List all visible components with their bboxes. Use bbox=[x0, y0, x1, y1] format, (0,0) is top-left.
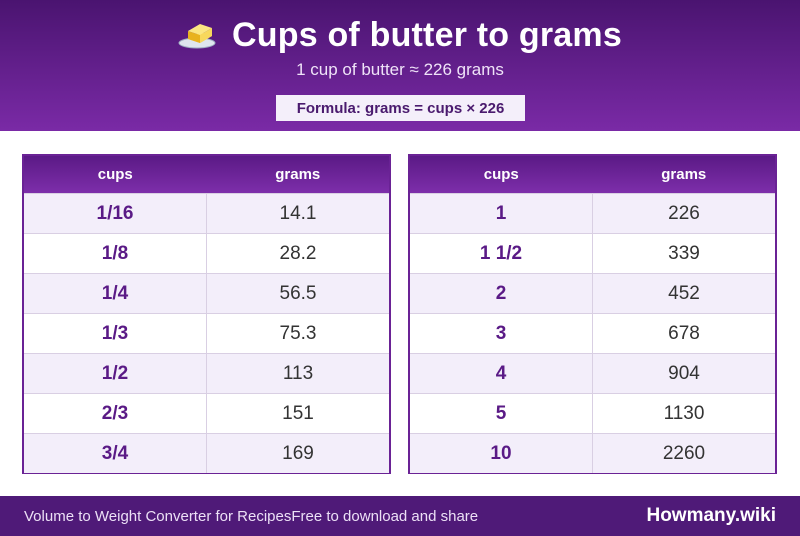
table-row: 1/3 75.3 bbox=[24, 313, 389, 353]
cups-cell: 2/3 bbox=[24, 394, 207, 433]
table-body: 1/16 14.1 1/8 28.2 1/4 56.5 1/3 75.3 1/2… bbox=[24, 193, 389, 473]
grams-cell: 56.5 bbox=[279, 282, 317, 304]
header: Cups of butter to grams 1 cup of butter … bbox=[0, 0, 800, 131]
table-row: 1/2 113 bbox=[24, 353, 389, 393]
grams-cell: 75.3 bbox=[279, 322, 317, 344]
cups-cell: 1 bbox=[410, 194, 593, 233]
cups-cell: 1/2 bbox=[24, 354, 207, 393]
table-row: 1/4 56.5 bbox=[24, 273, 389, 313]
cups-cell: 10 bbox=[410, 434, 593, 473]
cups-cell: 1/3 bbox=[24, 314, 207, 353]
table-header: cups grams bbox=[24, 156, 389, 193]
formula-badge: Formula: grams = cups × 226 bbox=[276, 95, 525, 121]
table-row: 2/3 151 bbox=[24, 393, 389, 433]
cups-cell: 2 bbox=[410, 274, 593, 313]
table-row: 4 904 bbox=[410, 353, 775, 393]
table-row: 2 452 bbox=[410, 273, 775, 313]
cups-cell: 5 bbox=[410, 394, 593, 433]
table-body: 1 226 1 1/2 339 2 452 3 678 4 904 5 1130… bbox=[410, 193, 775, 473]
grams-cell: 226 bbox=[668, 202, 700, 224]
footer-tagline: Volume to Weight Converter for Recipes bbox=[24, 507, 292, 525]
column-header-cups: cups bbox=[483, 166, 519, 183]
table-row: 1 1/2 339 bbox=[410, 233, 775, 273]
footer: Volume to Weight Converter for Recipes Fr… bbox=[0, 496, 800, 536]
conversion-table-right: cups grams 1 226 1 1/2 339 2 452 3 678 4… bbox=[408, 154, 777, 474]
grams-cell: 678 bbox=[668, 322, 700, 344]
table-row: 10 2260 bbox=[410, 433, 775, 473]
grams-cell: 452 bbox=[668, 282, 700, 304]
grams-cell: 339 bbox=[668, 242, 700, 264]
grams-cell: 113 bbox=[282, 362, 314, 384]
cups-cell: 1 1/2 bbox=[410, 234, 593, 273]
table-row: 1/8 28.2 bbox=[24, 233, 389, 273]
footer-text: Volume to Weight Converter for Recipes Fr… bbox=[24, 496, 478, 536]
table-header: cups grams bbox=[410, 156, 775, 193]
title-row: Cups of butter to grams bbox=[0, 14, 800, 56]
grams-cell: 14.1 bbox=[279, 202, 317, 224]
cups-cell: 3 bbox=[410, 314, 593, 353]
cups-cell: 3/4 bbox=[24, 434, 207, 473]
footer-share-note: Free to download and share bbox=[291, 507, 479, 525]
cups-cell: 1/8 bbox=[24, 234, 207, 273]
grams-cell: 151 bbox=[282, 402, 314, 424]
table-row: 3 678 bbox=[410, 313, 775, 353]
grams-cell: 904 bbox=[668, 362, 700, 384]
conversion-table-left: cups grams 1/16 14.1 1/8 28.2 1/4 56.5 1… bbox=[22, 154, 391, 474]
cups-cell: 1/4 bbox=[24, 274, 207, 313]
grams-cell: 1130 bbox=[663, 402, 705, 424]
grams-cell: 2260 bbox=[662, 442, 706, 464]
table-row: 1 226 bbox=[410, 193, 775, 233]
column-header-grams: grams bbox=[661, 166, 707, 183]
grams-cell: 28.2 bbox=[279, 242, 317, 264]
column-header-grams: grams bbox=[275, 166, 321, 183]
cups-cell: 1/16 bbox=[24, 194, 207, 233]
cups-cell: 4 bbox=[410, 354, 593, 393]
table-row: 1/16 14.1 bbox=[24, 193, 389, 233]
grams-cell: 169 bbox=[282, 442, 314, 464]
table-row: 5 1130 bbox=[410, 393, 775, 433]
page-title: Cups of butter to grams bbox=[232, 15, 622, 54]
butter-icon bbox=[178, 20, 218, 50]
table-row: 3/4 169 bbox=[24, 433, 389, 473]
column-header-cups: cups bbox=[97, 166, 133, 183]
subtitle: 1 cup of butter ≈ 226 grams bbox=[296, 60, 504, 79]
brand-name: Howmany.wiki bbox=[646, 505, 776, 526]
